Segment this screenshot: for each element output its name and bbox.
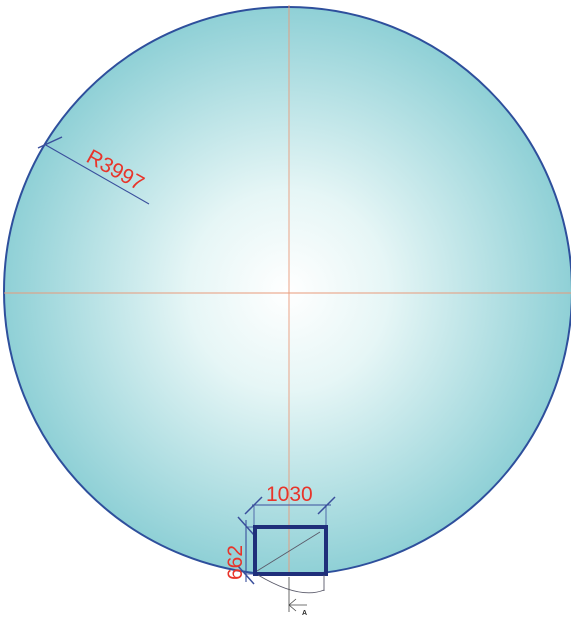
section-marker-arrow-top — [289, 599, 296, 605]
width-label: 1030 — [266, 483, 313, 506]
section-marker-label: A — [302, 610, 307, 617]
section-marker-arrow-bottom — [289, 605, 296, 611]
section-marker: A — [289, 577, 307, 617]
height-label: 662 — [224, 545, 247, 580]
door-swing-arc — [258, 575, 324, 593]
